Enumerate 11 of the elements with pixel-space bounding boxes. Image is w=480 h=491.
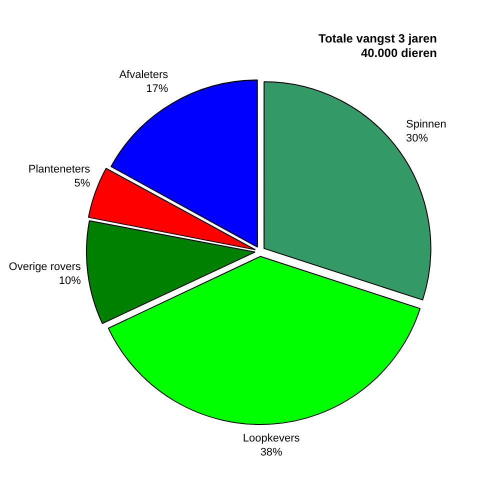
slice-label: Planteneters [28, 163, 91, 176]
data-label: 5% [74, 177, 90, 190]
slice-label: Loopkevers [242, 432, 300, 445]
data-label: 30% [406, 132, 428, 144]
slice-label: Afvaleters [119, 69, 169, 82]
data-label: 17% [146, 83, 168, 96]
data-label: 10% [58, 275, 82, 288]
data-label: 38% [260, 446, 283, 459]
slice-label: Overige rovers [8, 261, 82, 274]
slice-label: Spinnen [406, 118, 446, 130]
chart-title: Totale vangst 3 jaren 40.000 dieren [318, 32, 437, 60]
